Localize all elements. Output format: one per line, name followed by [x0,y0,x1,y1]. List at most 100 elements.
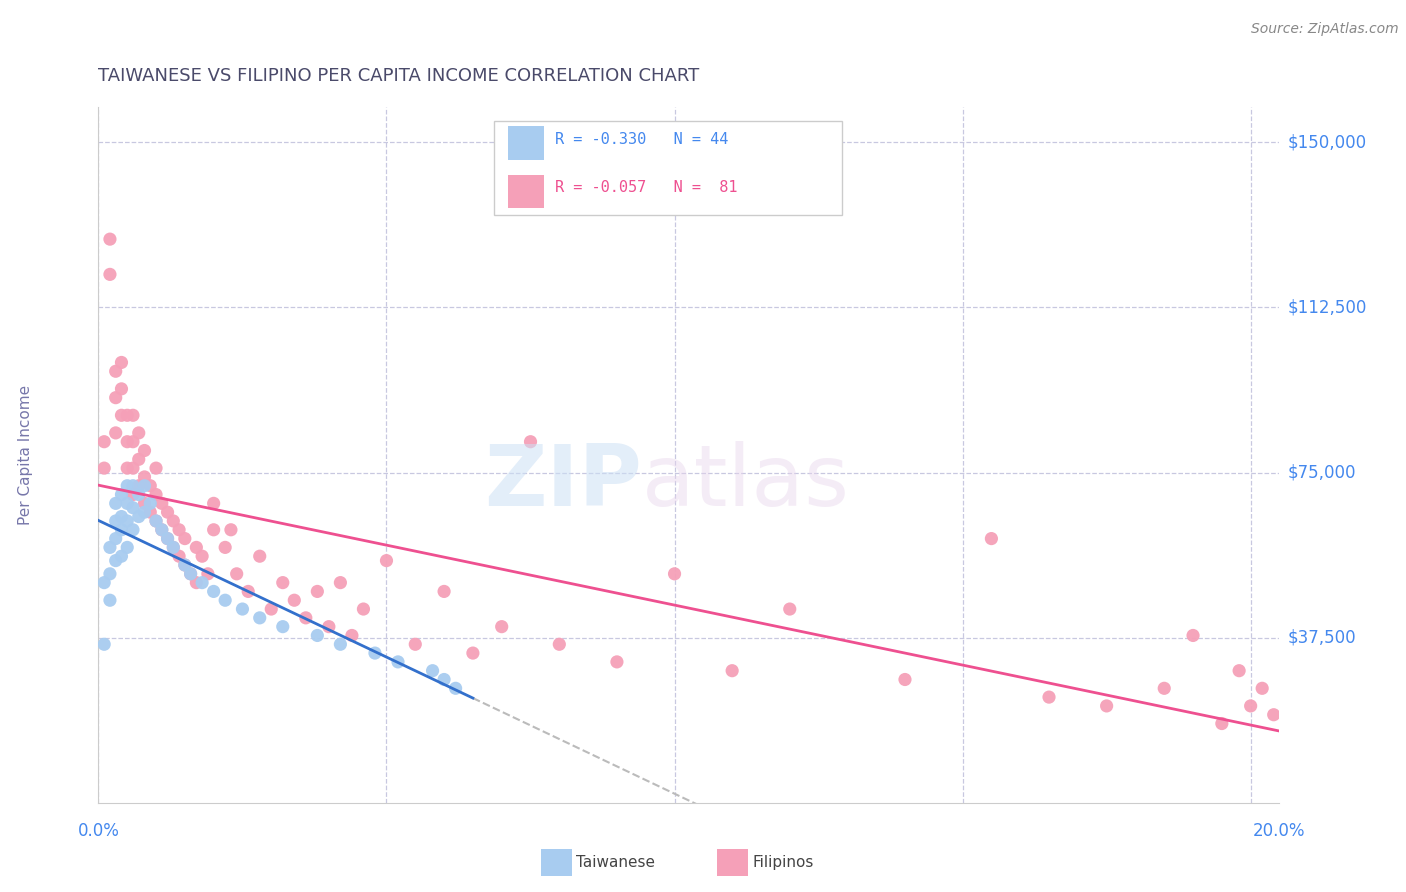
Point [128,487,150,501]
Point [156,505,179,519]
Point [249,549,271,564]
Point [340,628,363,642]
Point [122,479,145,493]
Point [104,496,127,510]
Point [104,514,127,528]
Point [307,584,329,599]
Point [98,593,121,607]
Bar [508,175,544,209]
Point [122,434,145,449]
Point [307,628,329,642]
Point [122,487,145,501]
Point [115,461,138,475]
Point [104,425,127,440]
Point [664,566,686,581]
Point [145,487,167,501]
Point [139,479,162,493]
Point [894,673,917,687]
Point [139,505,162,519]
Point [98,541,121,555]
Point [115,409,138,423]
Point [104,391,127,405]
Point [422,664,444,678]
Point [364,646,387,660]
Point [145,514,167,528]
Point [433,673,456,687]
Point [721,664,744,678]
Point [98,566,121,581]
Bar [508,126,544,160]
Point [162,541,184,555]
Point [1227,664,1250,678]
Point [1095,698,1118,713]
Point [191,549,214,564]
Point [433,584,456,599]
Point [980,532,1002,546]
Point [202,523,225,537]
Text: $75,000: $75,000 [1288,464,1357,482]
Point [104,553,127,567]
Point [134,505,156,519]
Point [214,541,236,555]
Point [197,566,219,581]
Text: Filipinos: Filipinos [752,855,814,870]
Point [145,514,167,528]
Point [214,593,236,607]
Point [150,523,173,537]
Text: $150,000: $150,000 [1288,133,1367,152]
Point [249,611,271,625]
Point [329,637,352,651]
Point [162,514,184,528]
Point [115,514,138,528]
Point [110,549,132,564]
Point [115,434,138,449]
Point [156,532,179,546]
Point [128,509,150,524]
Point [122,523,145,537]
Point [548,637,571,651]
Text: 20.0%: 20.0% [1253,822,1306,840]
Point [115,541,138,555]
Point [352,602,374,616]
Point [162,541,184,555]
Point [186,575,208,590]
Point [1263,707,1285,722]
Text: Source: ZipAtlas.com: Source: ZipAtlas.com [1251,22,1399,37]
Point [93,637,115,651]
Text: R = -0.057   N =  81: R = -0.057 N = 81 [555,180,738,195]
Point [115,496,138,510]
Point [134,496,156,510]
Text: $112,500: $112,500 [1288,299,1367,317]
Point [1038,690,1060,705]
Text: Taiwanese: Taiwanese [576,855,655,870]
Point [122,500,145,515]
Text: TAIWANESE VS FILIPINO PER CAPITA INCOME CORRELATION CHART: TAIWANESE VS FILIPINO PER CAPITA INCOME … [98,67,700,85]
Point [98,268,121,282]
FancyBboxPatch shape [494,121,842,215]
Point [110,487,132,501]
Point [173,532,195,546]
Point [134,470,156,484]
Point [375,553,398,567]
Point [329,575,352,590]
Point [104,364,127,378]
Point [122,409,145,423]
Point [134,443,156,458]
Point [219,523,242,537]
Point [110,355,132,369]
Point [271,620,294,634]
Point [93,575,115,590]
Point [387,655,409,669]
Point [231,602,253,616]
Point [191,575,214,590]
Point [110,382,132,396]
Point [104,532,127,546]
Text: atlas: atlas [641,442,849,524]
Point [202,496,225,510]
Text: 0.0%: 0.0% [77,822,120,840]
Point [110,523,132,537]
Point [271,575,294,590]
Point [115,479,138,493]
Point [180,566,202,581]
Point [110,409,132,423]
